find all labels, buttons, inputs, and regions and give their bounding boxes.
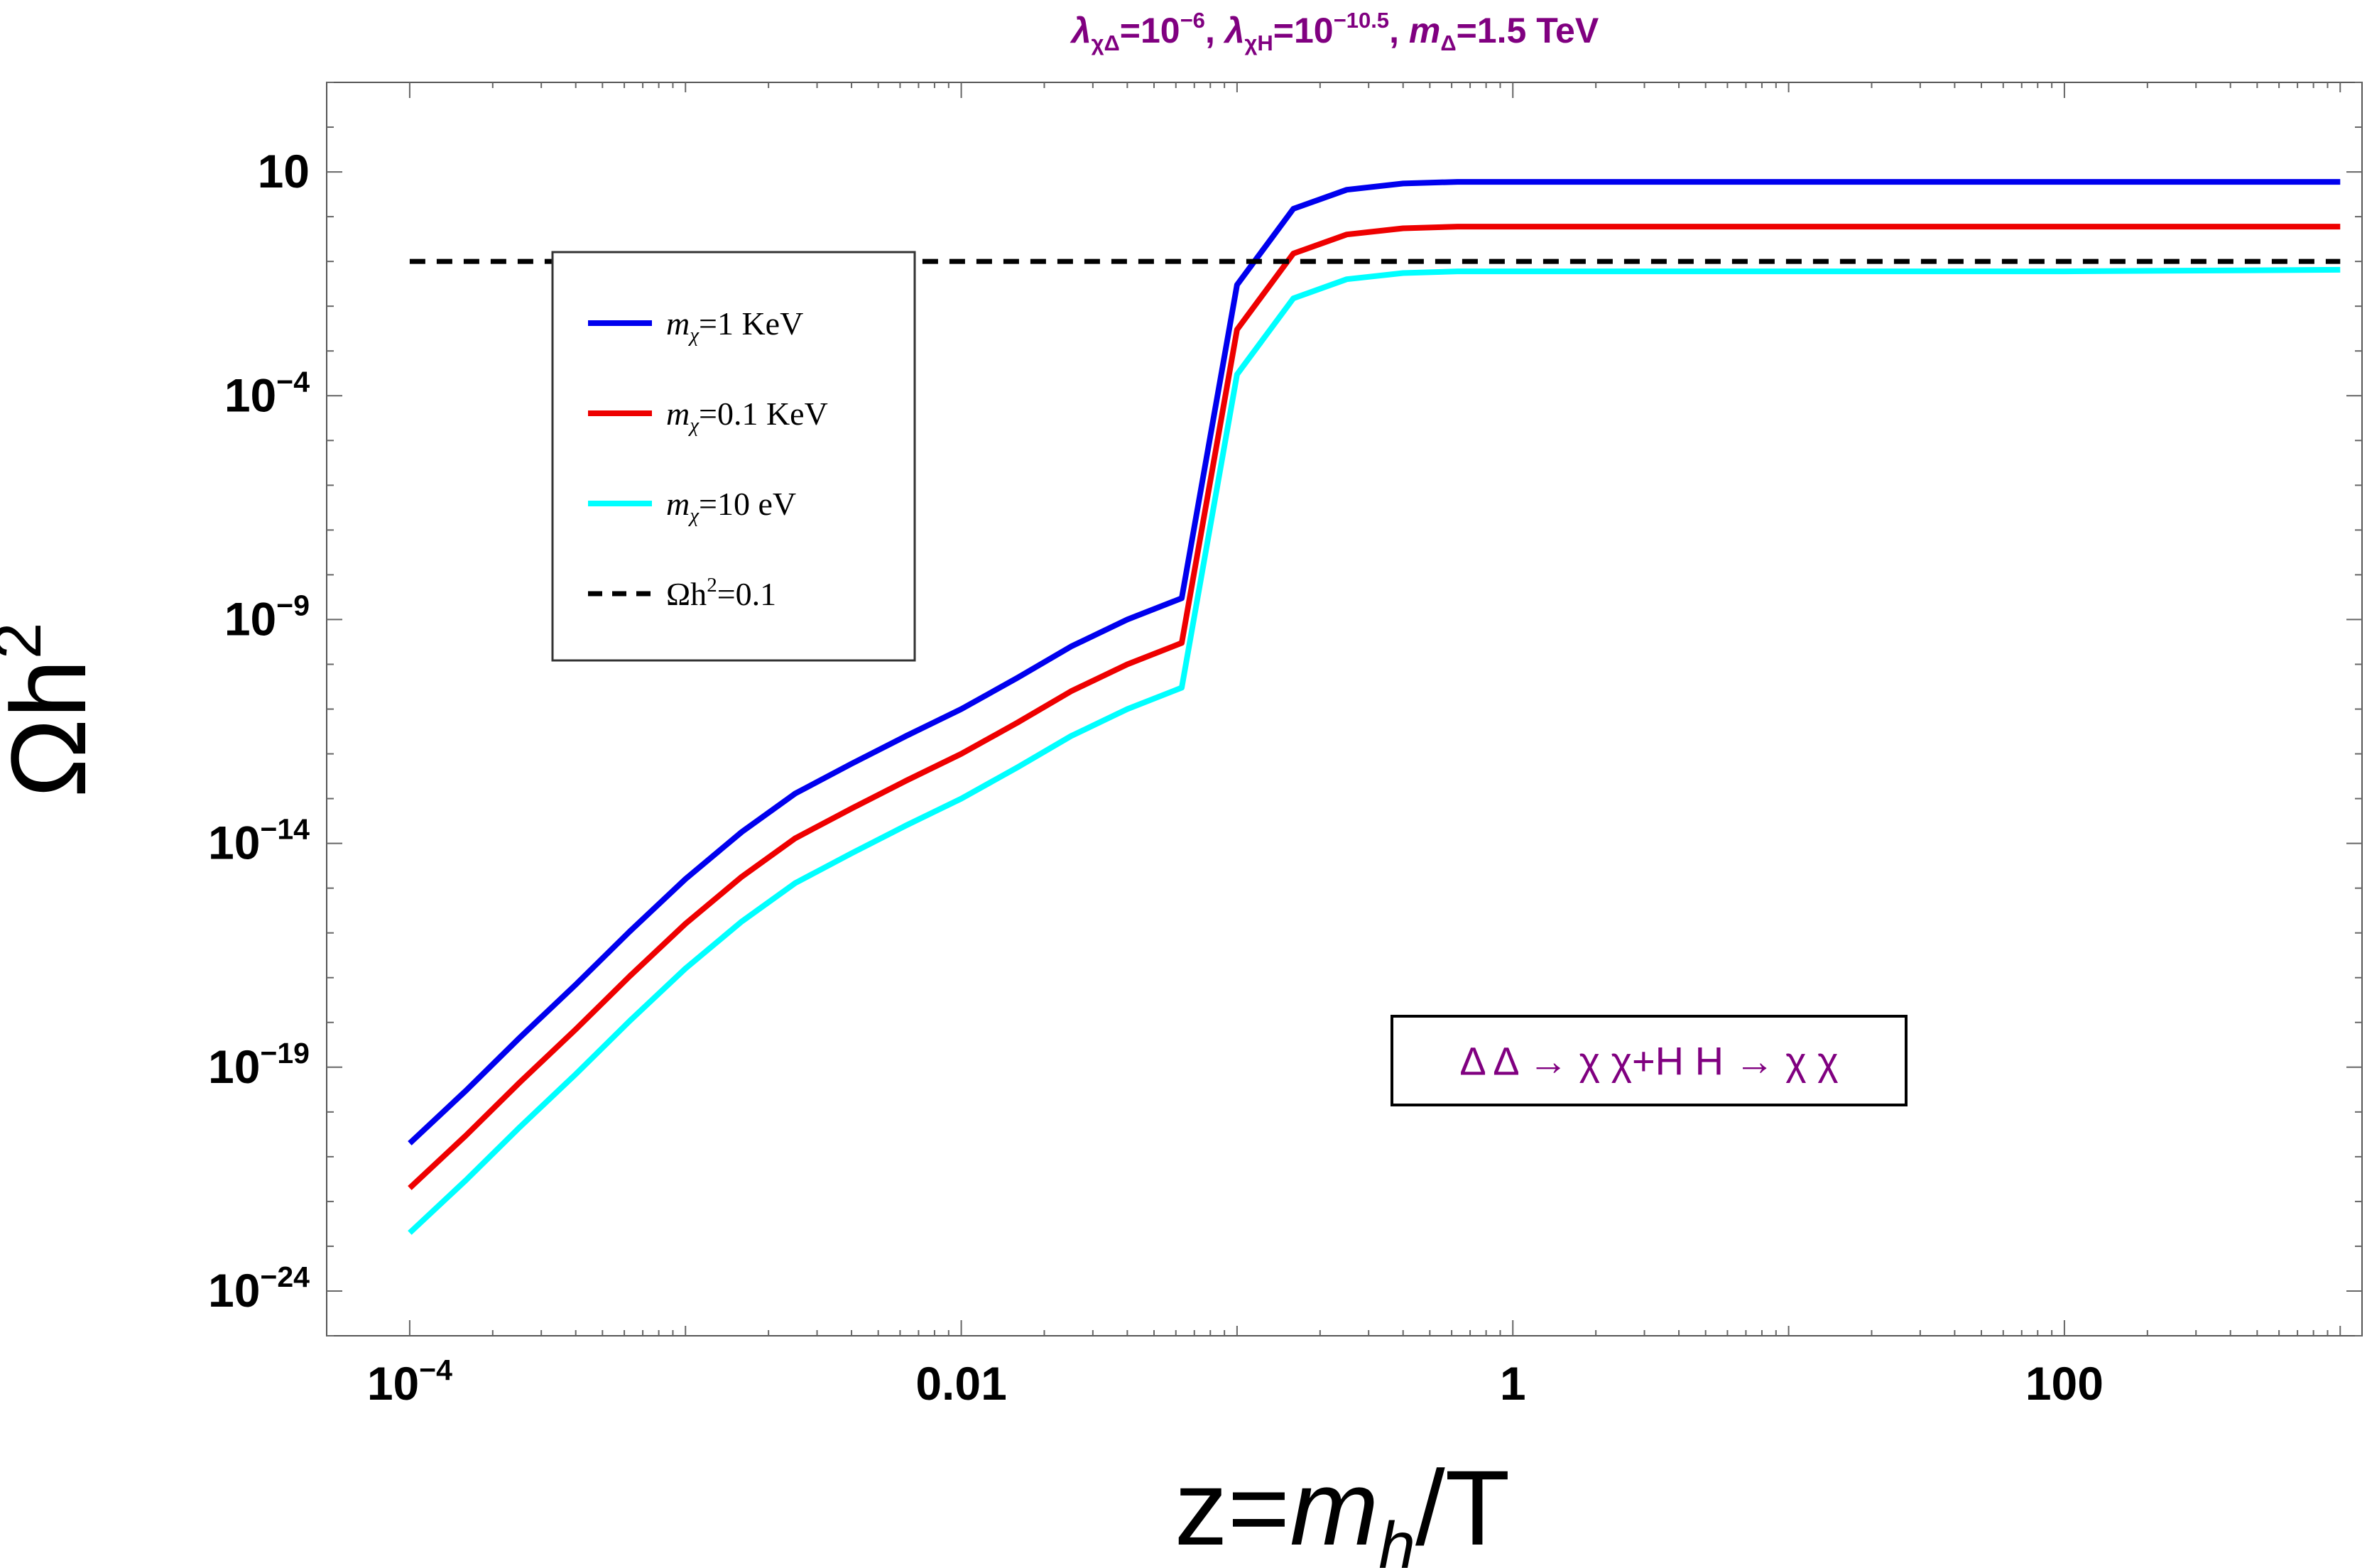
series-lines (408, 179, 2341, 1235)
chart-title-part: Δ (1440, 31, 1456, 55)
y-tick-label-part: −19 (260, 1037, 310, 1069)
y-tick-label: 10−24 (208, 1261, 310, 1317)
y-axis-title-part: Ωh (0, 659, 108, 798)
y-tick-label: 10−14 (208, 813, 310, 869)
series-line-2 (408, 266, 2341, 1235)
legend-label-1: mχ=0.1 KeV (666, 396, 828, 437)
y-tick-label-part: 10 (224, 592, 276, 645)
y-tick-label-part: 10 (208, 817, 260, 869)
x-tick-label-part: 10 (367, 1357, 419, 1410)
legend-label-1-part: χ (687, 414, 700, 437)
y-tick-label: 10−9 (224, 589, 310, 645)
legend-label-0: mχ=1 KeV (666, 305, 803, 347)
chart-title-part: , (1389, 11, 1409, 50)
y-axis-title-part: 2 (0, 622, 55, 659)
x-axis-title-part: h (1378, 1508, 1415, 1568)
y-tick-label: 10−4 (224, 365, 310, 421)
y-tick-label-part: 10 (208, 1264, 260, 1317)
legend-label-1-part: m (666, 396, 690, 432)
y-tick-label: 10 (258, 145, 310, 197)
chart-title-part: −10.5 (1334, 8, 1389, 33)
legend-label-1-part: =0.1 KeV (699, 396, 828, 432)
chart-title-part: =10 (1120, 11, 1180, 50)
chart-title-part: χΔ (1092, 31, 1120, 55)
x-axis-title: z=mh/T (1175, 1448, 1511, 1568)
x-tick-label: 10−4 (367, 1354, 452, 1410)
y-tick-label: 10−19 (208, 1037, 310, 1093)
legend-label-2-part: m (666, 486, 690, 522)
x-tick-label: 1 (1500, 1357, 1526, 1410)
chart-title-part: , (1205, 11, 1225, 50)
y-axis-title: Ωh2 (0, 622, 108, 797)
annotation-frame (1391, 1015, 1908, 1106)
chart-title-part: χH (1245, 31, 1273, 55)
chart-title-part: =10 (1273, 11, 1334, 50)
annotation-label: Δ Δ → χ χ+H H → χ χ (1459, 1039, 1838, 1084)
x-axis-ticks: 10−4 0.01 1 100 (367, 82, 2341, 1410)
chart-title-part: −6 (1180, 8, 1205, 33)
series-line-1 (408, 224, 2341, 1190)
legend-label-3-part: Ωh (666, 576, 707, 612)
y-tick-label-part: −24 (260, 1261, 310, 1293)
chart-title-part: λ (1070, 11, 1092, 50)
x-tick-label: 100 (2025, 1357, 2104, 1410)
y-tick-label-part: 10 (208, 1040, 260, 1093)
x-axis-title-part: /T (1415, 1448, 1510, 1567)
y-tick-label-part: −9 (276, 589, 310, 621)
legend-label-2-part: χ (687, 504, 700, 527)
x-tick-label-part: −4 (419, 1354, 452, 1386)
legend-label-3: Ωh2=0.1 (666, 574, 776, 612)
x-axis-title-part: m (1290, 1448, 1378, 1567)
y-tick-label-part: −4 (276, 365, 310, 398)
x-tick-label: 0.01 (915, 1357, 1006, 1410)
annotation-box: Δ Δ → χ χ+H H → χ χ (1391, 1015, 1908, 1106)
chart-title: λχΔ=10−6, λχH=10−10.5, mΔ=1.5 TeV (1070, 8, 1599, 55)
chart-title-part: λ (1223, 11, 1245, 50)
legend-label-2: mχ=10 eV (666, 486, 796, 527)
legend-label-2-part: =10 eV (699, 486, 796, 522)
legend-label-0-part: m (666, 305, 690, 342)
legend-label-0-part: χ (687, 324, 700, 347)
legend-label-3-part: 2 (707, 574, 717, 597)
y-tick-label-part: 10 (224, 369, 276, 421)
series-line-0 (408, 179, 2341, 1145)
chart-title-part: =1.5 TeV (1457, 11, 1599, 50)
legend-label-0-part: =1 KeV (699, 305, 803, 342)
legend-label-3-part: =0.1 (717, 576, 776, 612)
y-tick-label-part: −14 (260, 813, 310, 846)
x-axis-title-part: z= (1175, 1448, 1290, 1567)
chart-title-part: m (1409, 11, 1440, 50)
